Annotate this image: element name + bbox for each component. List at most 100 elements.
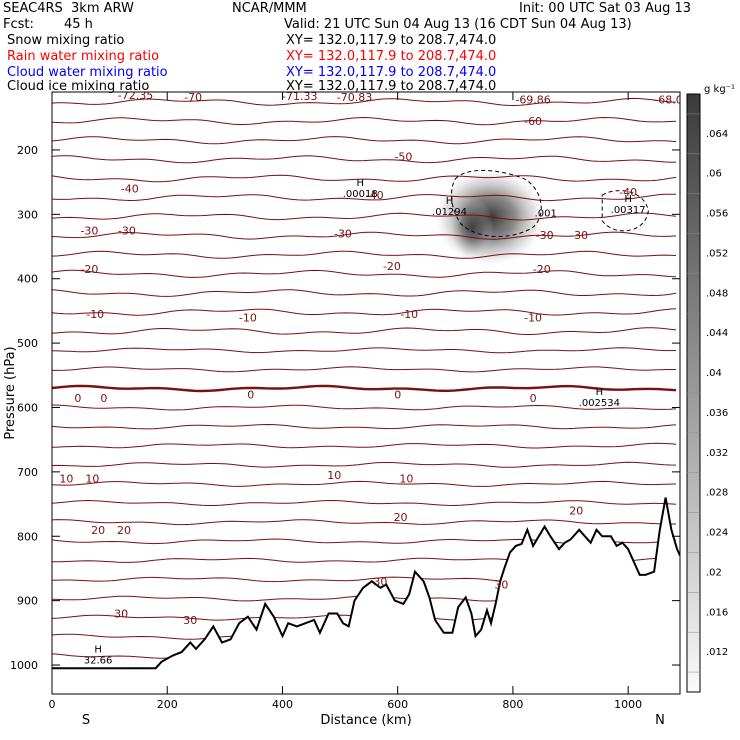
isotherm-line — [52, 97, 677, 107]
isotherm-line — [52, 155, 677, 164]
isotherm-line — [52, 442, 677, 449]
isotherm-line — [52, 499, 677, 507]
colorbar-label: .048 — [706, 288, 728, 299]
isotherm-label: -20 — [80, 263, 98, 276]
cloud-ice-contour — [601, 190, 649, 232]
isotherm-label: -60 — [524, 115, 542, 128]
isotherm-label: 10 — [85, 472, 99, 485]
isotherm-line — [52, 174, 677, 183]
field-label-cloud-ice: Cloud ice mixing ratio — [7, 79, 150, 94]
isotherm-label: 20 — [117, 524, 131, 537]
isotherm-line — [52, 461, 677, 468]
isotherm-line — [52, 308, 677, 316]
isotherm-label: -30 — [570, 229, 588, 242]
x-tick-label: 200 — [157, 698, 178, 711]
isotherm-label: 0 — [247, 389, 254, 402]
isotherm-label: -50 — [394, 150, 412, 163]
isotherm-label: -68.0 — [654, 94, 682, 107]
isotherm-label: -40 — [619, 186, 637, 199]
model-title: SEAC4RS 3km ARW — [3, 1, 134, 16]
init-time: Init: 00 UTC Sat 03 Aug 13 — [519, 1, 692, 16]
isotherm-label: -10 — [524, 311, 542, 324]
max-marker: H — [356, 178, 364, 189]
isotherm-label: 0 — [100, 392, 107, 405]
y-tick-label: 1000 — [10, 659, 38, 672]
isotherm-label: 0 — [530, 392, 537, 405]
isotherm-label: 10 — [327, 469, 341, 482]
isotherm-line — [52, 193, 677, 202]
isotherm-label: -20 — [383, 260, 401, 273]
field-xy-cloud-water: XY= 132.0,117.9 to 208.7,474.0 — [286, 65, 497, 80]
isotherm-line — [52, 250, 677, 259]
isotherm-label: -40 — [121, 183, 139, 196]
colorbar-label: .04 — [706, 368, 722, 379]
colorbar-label: .06 — [706, 169, 722, 180]
isotherm-label: 30 — [114, 608, 128, 621]
isotherm-line — [52, 366, 676, 373]
isotherm-line — [52, 327, 677, 335]
isotherm-label: -71.33 — [282, 90, 317, 103]
contour-label: .001 — [535, 208, 557, 219]
y-tick-label: 700 — [17, 466, 38, 479]
colorbar-unit: g kg⁻¹ — [704, 84, 735, 95]
y-tick-label: 900 — [17, 595, 38, 608]
colorbar-label: .012 — [706, 647, 728, 658]
colorbar-label: .064 — [706, 129, 728, 140]
isotherm-line — [52, 289, 677, 297]
cloud-ice-contour — [451, 169, 542, 237]
isotherm-label: -30 — [80, 224, 98, 237]
max-value: .00018 — [343, 189, 378, 200]
field-xy-cloud-ice: XY= 132.0,117.9 to 208.7,474.0 — [286, 79, 497, 94]
max-marker: H — [94, 645, 102, 656]
max-value: .002534 — [579, 398, 620, 409]
isotherm-line — [52, 116, 677, 126]
y-axis-title: Pressure (hPa) — [3, 346, 18, 439]
snow-shading — [449, 197, 494, 258]
isotherm-label: -30 — [536, 229, 554, 242]
isotherm-label: -10 — [400, 308, 418, 321]
field-label-snow: Snow mixing ratio — [7, 33, 125, 48]
isotherm-label: 30 — [373, 575, 387, 588]
x-tick-label: 600 — [387, 698, 408, 711]
isotherm-line — [52, 347, 677, 354]
isotherm-line — [52, 212, 677, 221]
isotherm-label: 0 — [394, 389, 401, 402]
section-end-label: N — [655, 713, 665, 728]
field-label-cloud-water: Cloud water mixing ratio — [7, 65, 168, 80]
field-label-rain: Rain water mixing ratio — [7, 49, 160, 64]
isotherm-label: -30 — [334, 228, 352, 241]
isotherm-zero — [52, 384, 677, 393]
colorbar-label: .056 — [706, 209, 728, 220]
field-xy-rain: XY= 132.0,117.9 to 208.7,474.0 — [286, 49, 497, 64]
field-xy-snow: XY= 132.0,117.9 to 208.7,474.0 — [286, 33, 497, 48]
max-value: 32.66 — [84, 656, 113, 667]
isotherm-label: -72.35 — [118, 89, 153, 102]
colorbar-label: .044 — [706, 328, 728, 339]
isotherm-label: -10 — [239, 311, 257, 324]
plot-frame — [51, 91, 681, 695]
colorbar-label: .032 — [706, 448, 728, 459]
isotherm-label: -70.83 — [337, 91, 372, 104]
isotherm-label: 0 — [74, 392, 81, 405]
y-tick-label: 500 — [17, 337, 38, 350]
fcst-label: Fcst: — [3, 17, 34, 32]
isotherm-label: -40 — [366, 189, 384, 202]
max-marker: H — [596, 387, 604, 398]
max-value: .01294 — [432, 207, 467, 218]
org-title: NCAR/MMM — [232, 1, 307, 16]
y-tick-label: 600 — [17, 401, 38, 414]
max-marker: H — [446, 196, 454, 207]
isotherm-line — [52, 136, 677, 145]
colorbar-label: .052 — [706, 248, 728, 259]
x-tick-label: 400 — [272, 698, 293, 711]
isotherm-label: 10 — [399, 472, 413, 485]
isotherm-label: 20 — [569, 505, 583, 518]
x-tick-label: 0 — [49, 698, 56, 711]
x-tick-label: 1000 — [614, 698, 642, 711]
isotherm-line — [52, 404, 677, 411]
colorbar-label: .024 — [706, 528, 728, 539]
terrain-fill — [52, 497, 680, 694]
isotherm-label: -69.86 — [515, 94, 550, 107]
fcst-value: 45 h — [64, 17, 93, 32]
isotherm-label: -30 — [118, 224, 136, 237]
